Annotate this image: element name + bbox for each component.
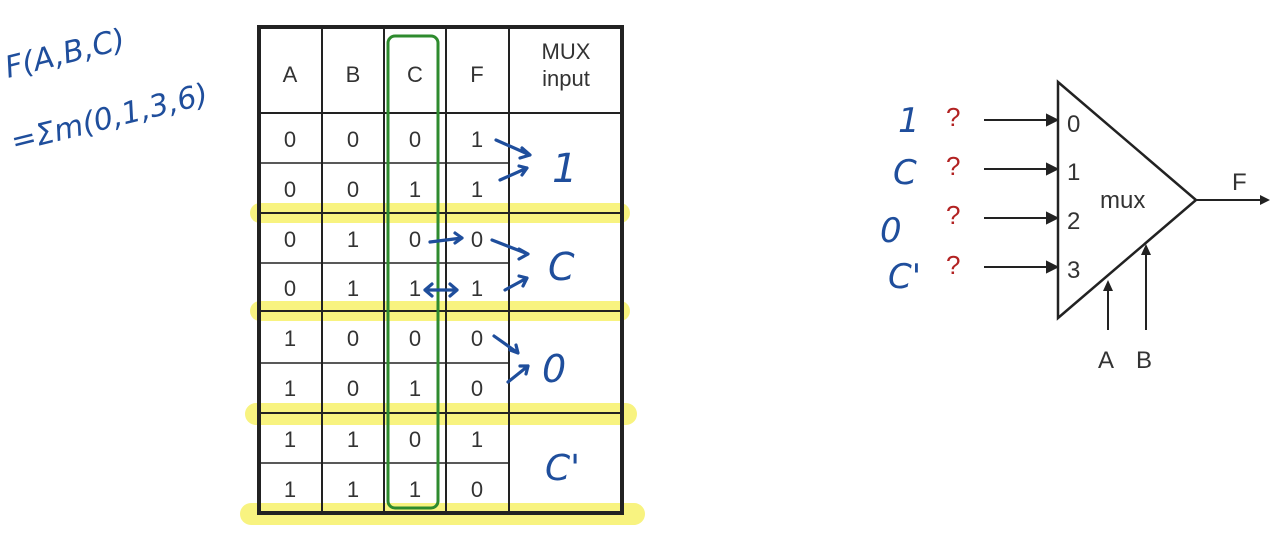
table-cell: 1 [347, 276, 359, 301]
table-cell: 1 [471, 427, 483, 452]
table-cell: 1 [284, 477, 296, 502]
header-a: A [283, 62, 298, 87]
table-cell: 0 [471, 477, 483, 502]
mux-input-arrows [984, 113, 1060, 274]
mux-input-value-3: C' [545, 448, 580, 489]
table-cell: 0 [409, 427, 421, 452]
question-mark-3: ? [946, 250, 960, 280]
table-cell: 1 [284, 376, 296, 401]
c-column-highlight-box [386, 34, 440, 510]
table-cell: 0 [409, 227, 421, 252]
table-rows: 0 0 0 1 0 0 1 1 0 1 0 0 0 1 1 1 1 0 0 0 … [284, 127, 483, 502]
table-cell: 1 [471, 127, 483, 152]
highlight-strokes [240, 203, 645, 525]
table-border [257, 25, 624, 515]
mux-input-label-3: 3 [1067, 257, 1080, 284]
mux-triangle [1056, 79, 1198, 321]
table-cell: 1 [409, 177, 421, 202]
table-cell: 0 [347, 326, 359, 351]
table-cell: 1 [347, 227, 359, 252]
header-c: C [407, 62, 423, 87]
mux-output-label: F [1232, 169, 1247, 196]
table-cell: 1 [347, 477, 359, 502]
table-cell: 1 [284, 427, 296, 452]
mux-handwritten-input-2: 0 [880, 211, 902, 251]
table-cell: 0 [409, 326, 421, 351]
question-mark-0: ? [946, 102, 960, 132]
table-cell: 0 [347, 127, 359, 152]
table-cell: 0 [471, 326, 483, 351]
table-cell: 1 [471, 276, 483, 301]
table-cell: 1 [347, 427, 359, 452]
multiplexer: mux 0 1 2 3 F A B ? ? ? ? [880, 79, 1270, 374]
select-label-b: B [1136, 347, 1152, 374]
table-cell: 1 [409, 477, 421, 502]
table-cell: 0 [284, 276, 296, 301]
handwritten-arrows [423, 138, 532, 384]
mux-input-value-2: 0 [542, 347, 566, 391]
header-b: B [346, 62, 361, 87]
table-cell: 1 [471, 177, 483, 202]
handwritten-function: F(A,B,C) =Σm(0,1,3,6) [1, 22, 211, 160]
table-cell: 0 [409, 127, 421, 152]
function-line-1: F(A,B,C) [1, 22, 128, 86]
header-mux-input: MUX input [541, 39, 591, 91]
table-cell: 0 [284, 127, 296, 152]
mux-output-arrowhead [1260, 195, 1270, 205]
header-mux-input-wrap: MUX input [541, 39, 591, 91]
table-cell: 1 [409, 276, 421, 301]
table-cell: 0 [347, 177, 359, 202]
table-cell: 1 [284, 326, 296, 351]
select-b-arrowhead [1141, 244, 1151, 255]
mux-input-label-2: 2 [1067, 208, 1080, 235]
table-cell: 0 [471, 227, 483, 252]
truth-table: A B C F MUX input 0 0 0 1 0 0 1 1 0 1 0 … [257, 25, 624, 515]
table-cell: 0 [471, 376, 483, 401]
handwritten-mux-inputs: 1 C 0 C' [542, 146, 580, 489]
function-line-2: =Σm(0,1,3,6) [7, 77, 211, 160]
select-label-a: A [1098, 347, 1114, 374]
mux-handwritten-input-1: C [893, 153, 917, 193]
table-cell: 0 [284, 177, 296, 202]
mux-input-value-0: 1 [552, 146, 577, 192]
select-a-arrowhead [1103, 280, 1113, 291]
mux-handwritten-input-0: 1 [898, 101, 920, 141]
question-mark-2: ? [946, 200, 960, 230]
mux-handwritten-input-3: C' [888, 257, 921, 297]
mux-input-label-0: 0 [1067, 111, 1080, 138]
table-cell: 0 [284, 227, 296, 252]
header-f: F [470, 62, 483, 87]
mux-label: mux [1100, 187, 1145, 214]
table-cell: 0 [347, 376, 359, 401]
table-cell: 1 [409, 376, 421, 401]
mux-input-value-1: C [548, 245, 575, 289]
question-mark-1: ? [946, 151, 960, 181]
mux-input-label-1: 1 [1067, 159, 1080, 186]
